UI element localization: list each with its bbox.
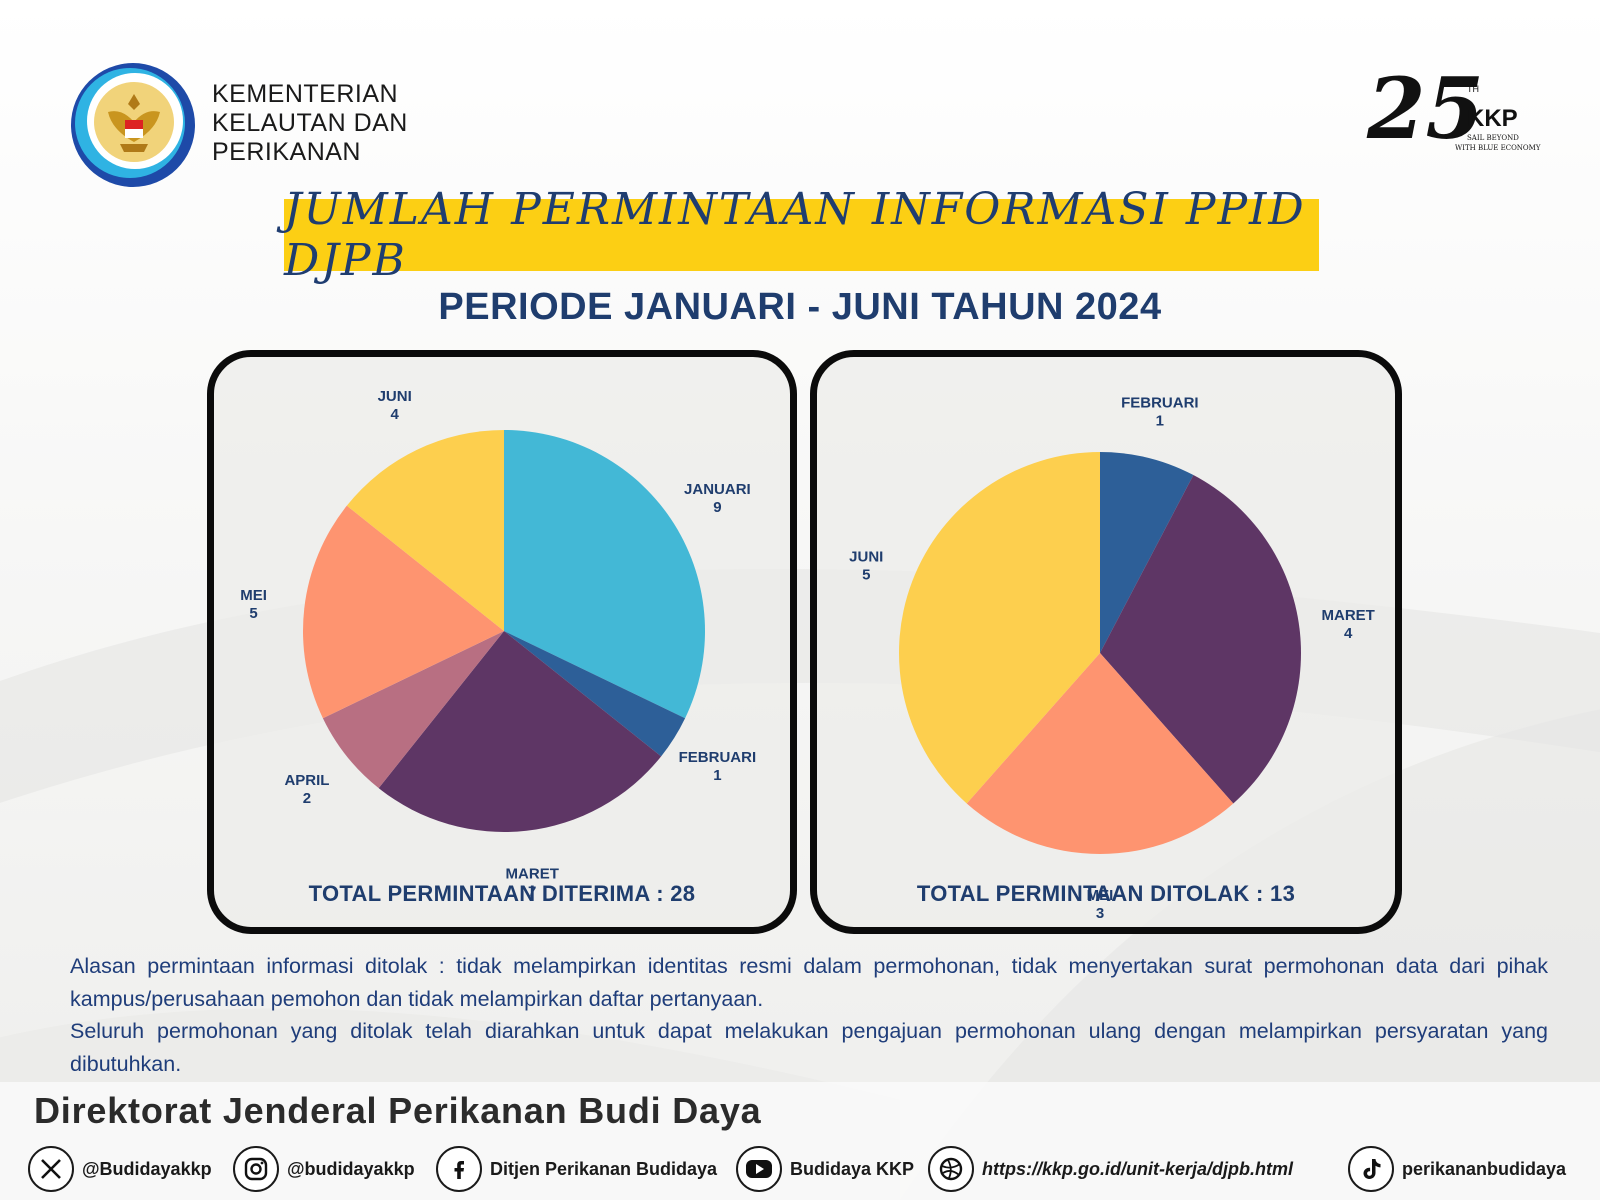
- slice-label-mei: MEI: [1087, 887, 1114, 904]
- youtube-icon: [736, 1146, 782, 1192]
- slice-label-juni: JUNI: [849, 548, 883, 565]
- slice-value-mei: 5: [249, 605, 257, 622]
- slice-value-februari: 1: [713, 767, 721, 784]
- note-paragraph-1: Alasan permintaan informasi ditolak : ti…: [70, 954, 1548, 1011]
- total-rejected: TOTAL PERMINTAAN DITOLAK : 13: [916, 881, 1296, 906]
- slice-label-maret: MARET: [506, 865, 559, 882]
- slice-value-mei: 3: [1096, 905, 1104, 922]
- pie-slice-juni: [346, 430, 504, 631]
- pie-slice-februari: [504, 631, 686, 757]
- chart-subtitle: PERIODE JANUARI - JUNI TAHUN 2024: [438, 286, 1162, 328]
- pie-slice-maret: [378, 631, 662, 832]
- slice-value-juni: 4: [390, 406, 399, 423]
- social-facebook[interactable]: Ditjen Perikanan Budidaya: [436, 1144, 717, 1194]
- slice-value-januari: 9: [713, 499, 721, 516]
- social-tiktok-label: perikananbudidaya: [1402, 1158, 1567, 1179]
- social-tiktok[interactable]: perikananbudidaya: [1348, 1144, 1566, 1194]
- slice-value-juni: 5: [862, 566, 870, 583]
- x-twitter-icon: [28, 1146, 74, 1192]
- chart-title: JUMLAH PERMINTAAN INFORMASI PPID DJPB: [284, 184, 1306, 286]
- rejection-note: Alasan permintaan informasi ditolak : ti…: [70, 950, 1548, 1080]
- slice-label-april: APRIL: [284, 772, 329, 789]
- slice-value-februari: 1: [1156, 412, 1164, 429]
- header: KEMENTERIAN KELAUTAN DAN PERIKANAN 25 TH…: [68, 60, 1568, 190]
- slice-value-maret: 4: [1344, 625, 1353, 642]
- slice-label-juni: JUNI: [378, 388, 412, 405]
- svg-text:WITH BLUE ECONOMY: WITH BLUE ECONOMY: [1455, 144, 1541, 152]
- ministry-emblem-icon: [71, 63, 195, 187]
- slice-value-maret: 7: [528, 883, 536, 900]
- pie-panel-rejected: FEBRUARI 1 MARET 4 MEI 3 JUNI 5 TOTAL PERMINTAA…: [810, 350, 1402, 934]
- ministry-line-1: KEMENTERIAN: [212, 80, 399, 108]
- pie-slice-mei: [966, 653, 1234, 854]
- social-facebook-label: Ditjen Perikanan Budidaya: [490, 1158, 718, 1179]
- social-instagram-label: @budidayakkp: [287, 1158, 415, 1179]
- pie-slice-juni: [899, 452, 1100, 804]
- social-instagram[interactable]: @budidayakkp: [233, 1144, 415, 1194]
- kkp-25th-logo: 25 TH KKP SAIL BEYOND WITH BLUE ECONOMY: [1366, 60, 1541, 158]
- pie-slice-april: [322, 631, 504, 789]
- slice-label-februari: FEBRUARI: [1121, 394, 1199, 411]
- tiktok-icon: [1348, 1146, 1394, 1192]
- social-x[interactable]: @Budidayakkp: [28, 1144, 212, 1194]
- pie-slice-mei: [303, 505, 504, 719]
- ministry-name: KEMENTERIAN KELAUTAN DAN PERIKANAN: [212, 80, 408, 167]
- svg-text:SAIL BEYOND: SAIL BEYOND: [1467, 134, 1519, 142]
- instagram-icon: [233, 1146, 279, 1192]
- slice-value-april: 2: [303, 790, 311, 807]
- ministry-line-2: KELAUTAN DAN: [212, 109, 408, 137]
- slice-label-januari: JANUARI: [684, 481, 751, 498]
- pie-slice-maret: [1100, 475, 1301, 804]
- social-web[interactable]: https://kkp.go.id/unit-kerja/djpb.html: [928, 1144, 1293, 1194]
- social-youtube[interactable]: Budidaya KKP: [736, 1144, 914, 1194]
- footer: Direktorat Jenderal Perikanan Budi Daya …: [0, 1082, 1600, 1200]
- pie-slice-februari: [1100, 452, 1194, 653]
- svg-text:KKP: KKP: [1467, 105, 1518, 132]
- svg-text:TH: TH: [1467, 84, 1479, 94]
- org-name: Direktorat Jenderal Perikanan Budi Daya: [34, 1090, 762, 1131]
- note-paragraph-2: Seluruh permohonan yang ditolak telah di…: [70, 1019, 1548, 1076]
- social-links: @Budidayakkp @budidayakkp Ditjen Perikan…: [28, 1144, 1588, 1194]
- ministry-line-3: PERIKANAN: [212, 138, 361, 166]
- title-band: JUMLAH PERMINTAAN INFORMASI PPID DJPB: [284, 184, 1319, 286]
- social-x-label: @Budidayakkp: [82, 1158, 212, 1179]
- social-youtube-label: Budidaya KKP: [790, 1158, 915, 1179]
- pie-slice-januari: [504, 430, 705, 719]
- facebook-icon: [436, 1146, 482, 1192]
- slice-label-mei: MEI: [240, 587, 267, 604]
- pie-panel-accepted: JANUARI 9 FEBRUARI 1 MARET 7 APRIL 2 MEI 5 JUNI 4 T…: [207, 350, 797, 934]
- svg-text:25: 25: [1366, 60, 1484, 158]
- web-icon: [928, 1146, 974, 1192]
- slice-label-februari: FEBRUARI: [679, 749, 757, 766]
- slice-label-maret: MARET: [1322, 607, 1375, 624]
- social-web-label: https://kkp.go.id/unit-kerja/djpb.html: [982, 1158, 1293, 1179]
- total-accepted: TOTAL PERMINTAAN DITERIMA : 28: [308, 881, 696, 906]
